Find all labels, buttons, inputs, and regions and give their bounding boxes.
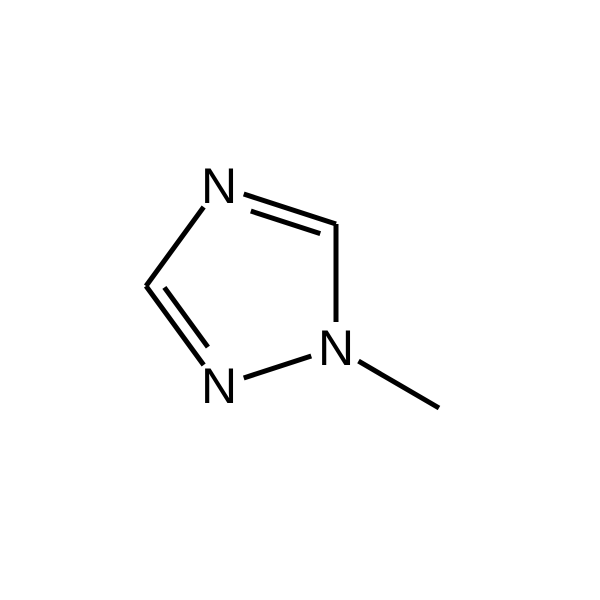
bond-line — [244, 194, 336, 224]
molecule-diagram: N N N — [0, 0, 600, 600]
atom-label-N4: N — [201, 158, 237, 214]
bond-line — [146, 207, 204, 286]
atom-label-N1: N — [318, 320, 354, 376]
atom-label-N2: N — [201, 358, 237, 414]
bond-line — [244, 356, 312, 378]
bond-line — [358, 361, 439, 408]
